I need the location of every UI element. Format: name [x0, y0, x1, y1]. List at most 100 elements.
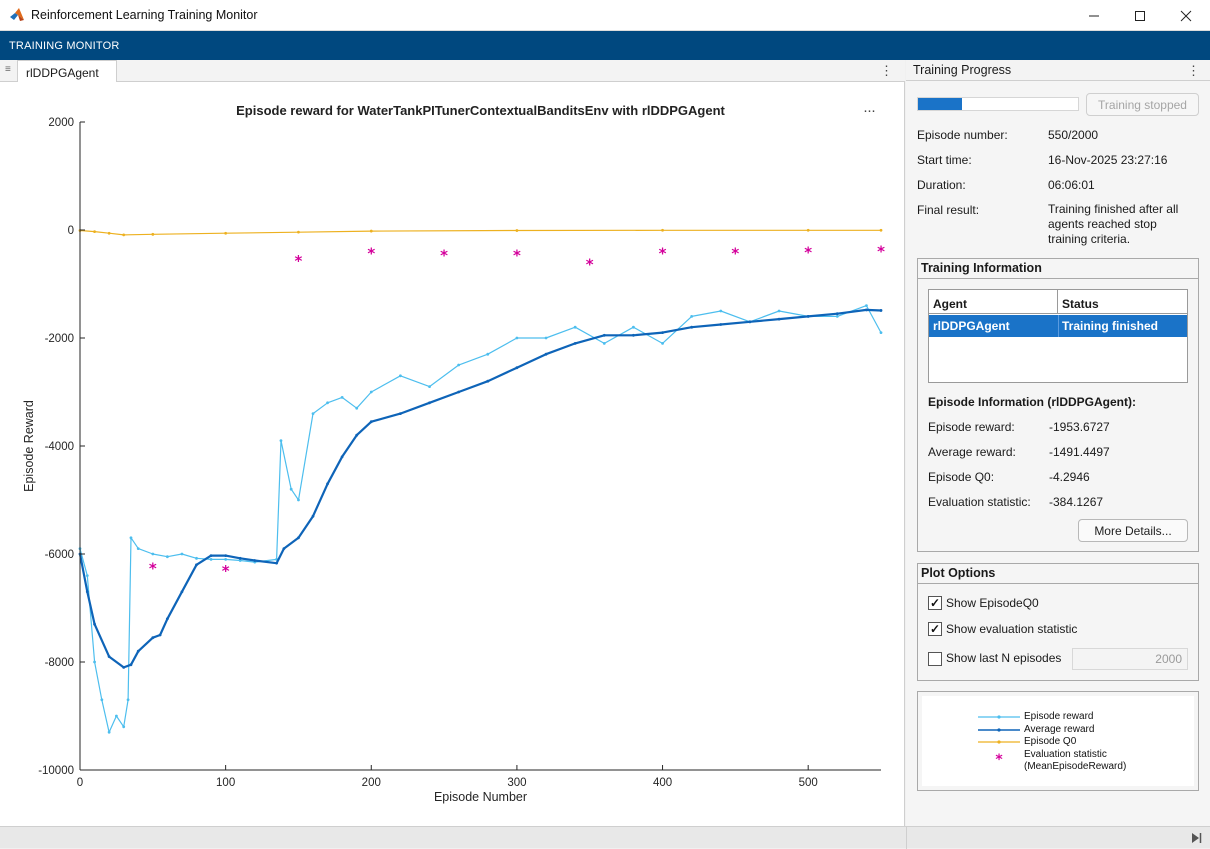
data-point-episode-reward: [297, 498, 300, 502]
data-point-average-reward: [690, 325, 694, 329]
legend-label-evaluation-statistic: Evaluation statistic: [1024, 749, 1107, 760]
legend-label-episode-reward: Episode reward: [1024, 711, 1094, 722]
data-point-episode-reward: [115, 714, 118, 718]
episode-number-label: Episode number:: [917, 128, 1008, 142]
show-q0-checkbox[interactable]: ✓: [928, 596, 942, 610]
data-point-average-reward: [486, 379, 490, 383]
eval-point-evaluation-statistic-meanepisodereward: *: [440, 246, 448, 264]
data-point-average-reward: [544, 352, 548, 356]
training-progress-panel: Training Progress ⋮ Training stopped Epi…: [906, 60, 1210, 826]
data-point-average-reward: [602, 333, 606, 337]
data-point-average-reward: [355, 433, 359, 437]
training-stopped-button[interactable]: Training stopped: [1086, 93, 1199, 116]
more-details-button[interactable]: More Details...: [1078, 519, 1188, 542]
tab-rlddpgagent[interactable]: rlDDPGAgent: [17, 60, 117, 82]
eval-point-evaluation-statistic-meanepisodereward: *: [513, 246, 521, 264]
show-eval-label: Show evaluation statistic: [946, 622, 1078, 636]
episode-q0-value: -4.2946: [1049, 470, 1090, 484]
progress-bar-fill: [918, 98, 962, 110]
eval-point-evaluation-statistic-meanepisodereward: *: [222, 562, 230, 580]
average-reward-value: -1491.4497: [1049, 445, 1110, 459]
data-point-average-reward: [151, 636, 155, 640]
data-point-episode-reward: [865, 304, 868, 307]
table-row[interactable]: rlDDPGAgent Training finished: [929, 315, 1187, 337]
data-point-average-reward: [165, 617, 169, 621]
data-point-average-reward: [158, 633, 162, 637]
y-tick-label: -6000: [45, 549, 74, 561]
data-point-episode-reward: [544, 336, 548, 340]
data-point-average-reward: [136, 649, 140, 653]
maximize-button[interactable]: [1117, 0, 1163, 31]
x-tick-label: 200: [362, 777, 381, 789]
data-point-average-reward: [93, 622, 96, 626]
data-point-episode-q0: [879, 228, 883, 232]
agent-cell: rlDDPGAgent: [933, 319, 1010, 333]
x-tick-label: 0: [77, 777, 83, 789]
data-point-episode-reward: [879, 331, 883, 334]
status-bar: [0, 826, 1210, 849]
collapse-panel-icon[interactable]: [1190, 832, 1202, 844]
data-point-average-reward: [282, 547, 286, 550]
data-point-average-reward: [777, 317, 781, 321]
data-point-average-reward: [428, 401, 431, 405]
window-title: Reinforcement Learning Training Monitor: [31, 8, 258, 22]
close-button[interactable]: [1163, 0, 1209, 31]
data-point-episode-reward: [100, 698, 104, 702]
axes-toolbar-icon[interactable]: ···: [863, 102, 876, 119]
show-eval-checkbox[interactable]: ✓: [928, 622, 942, 636]
data-point-average-reward: [835, 312, 839, 316]
data-point-average-reward: [748, 320, 752, 324]
plot-options-title: Plot Options: [918, 564, 1198, 584]
training-progress-bar: [917, 97, 1079, 111]
eval-point-evaluation-statistic-meanepisodereward: *: [731, 245, 739, 263]
eval-point-evaluation-statistic-meanepisodereward: *: [659, 245, 667, 263]
data-point-episode-reward: [486, 352, 490, 356]
data-point-average-reward: [806, 315, 810, 318]
data-point-episode-reward: [369, 390, 373, 394]
document-tabstrip: ≡ rlDDPGAgent ⋮: [0, 60, 905, 82]
data-point-episode-reward: [835, 315, 839, 318]
data-point-average-reward: [457, 390, 461, 394]
panel-menu-icon[interactable]: ⋮: [880, 63, 893, 78]
y-tick-label: 0: [68, 225, 74, 237]
last-n-episodes-field[interactable]: 2000: [1072, 648, 1188, 670]
episode-reward-chart[interactable]: * ** * * *** * * * 20000-2000-4000-6000-8000-10…: [0, 60, 905, 826]
show-last-n-checkbox[interactable]: [928, 652, 942, 666]
episode-information-title: Episode Information (rlDDPGAgent):: [928, 395, 1136, 409]
status-cell: Training finished: [1062, 319, 1159, 333]
duration-label: Duration:: [917, 178, 966, 192]
start-time-value: 16-Nov-2025 23:27:16: [1048, 153, 1168, 167]
maximize-icon: [1135, 10, 1145, 21]
evaluation-statistic-value: -384.1267: [1049, 495, 1104, 509]
minimize-icon: [1089, 15, 1099, 16]
minimize-button[interactable]: [1071, 0, 1117, 31]
ribbon-tab-training-monitor[interactable]: TRAINING MONITOR: [9, 40, 120, 52]
status-column-header[interactable]: Status: [1058, 290, 1187, 314]
data-point-average-reward: [515, 366, 519, 370]
y-tick-label: 2000: [48, 117, 74, 129]
data-point-average-reward: [879, 309, 883, 312]
data-point-episode-q0: [151, 232, 155, 236]
tab-list-icon[interactable]: ≡: [5, 64, 11, 75]
final-result-value: Training finished after all agents reach…: [1048, 202, 1179, 246]
final-result-label: Final result:: [917, 203, 980, 217]
legend-marker-average-reward: [997, 728, 1001, 732]
data-point-episode-q0: [122, 233, 126, 237]
legend-label-episode-q0: Episode Q0: [1024, 736, 1077, 747]
window-titlebar: Reinforcement Learning Training Monitor: [0, 0, 1210, 31]
series-line-average-reward: [78, 308, 882, 669]
data-point-average-reward: [122, 666, 126, 669]
data-point-average-reward: [661, 331, 664, 334]
data-point-average-reward: [632, 333, 635, 337]
agent-column-header[interactable]: Agent: [929, 290, 1058, 314]
data-point-episode-reward: [209, 558, 213, 561]
eval-point-evaluation-statistic-meanepisodereward: *: [804, 244, 812, 262]
legend-marker-evaluation: *: [995, 752, 1003, 768]
data-point-average-reward: [238, 556, 242, 560]
legend-panel: * Episode reward Average reward Episode …: [917, 691, 1199, 791]
data-point-average-reward: [297, 536, 300, 540]
data-point-average-reward: [107, 655, 111, 658]
progress-panel-menu-icon[interactable]: ⋮: [1187, 63, 1200, 78]
data-point-episode-reward: [195, 556, 198, 560]
data-point-episode-reward: [777, 309, 781, 313]
